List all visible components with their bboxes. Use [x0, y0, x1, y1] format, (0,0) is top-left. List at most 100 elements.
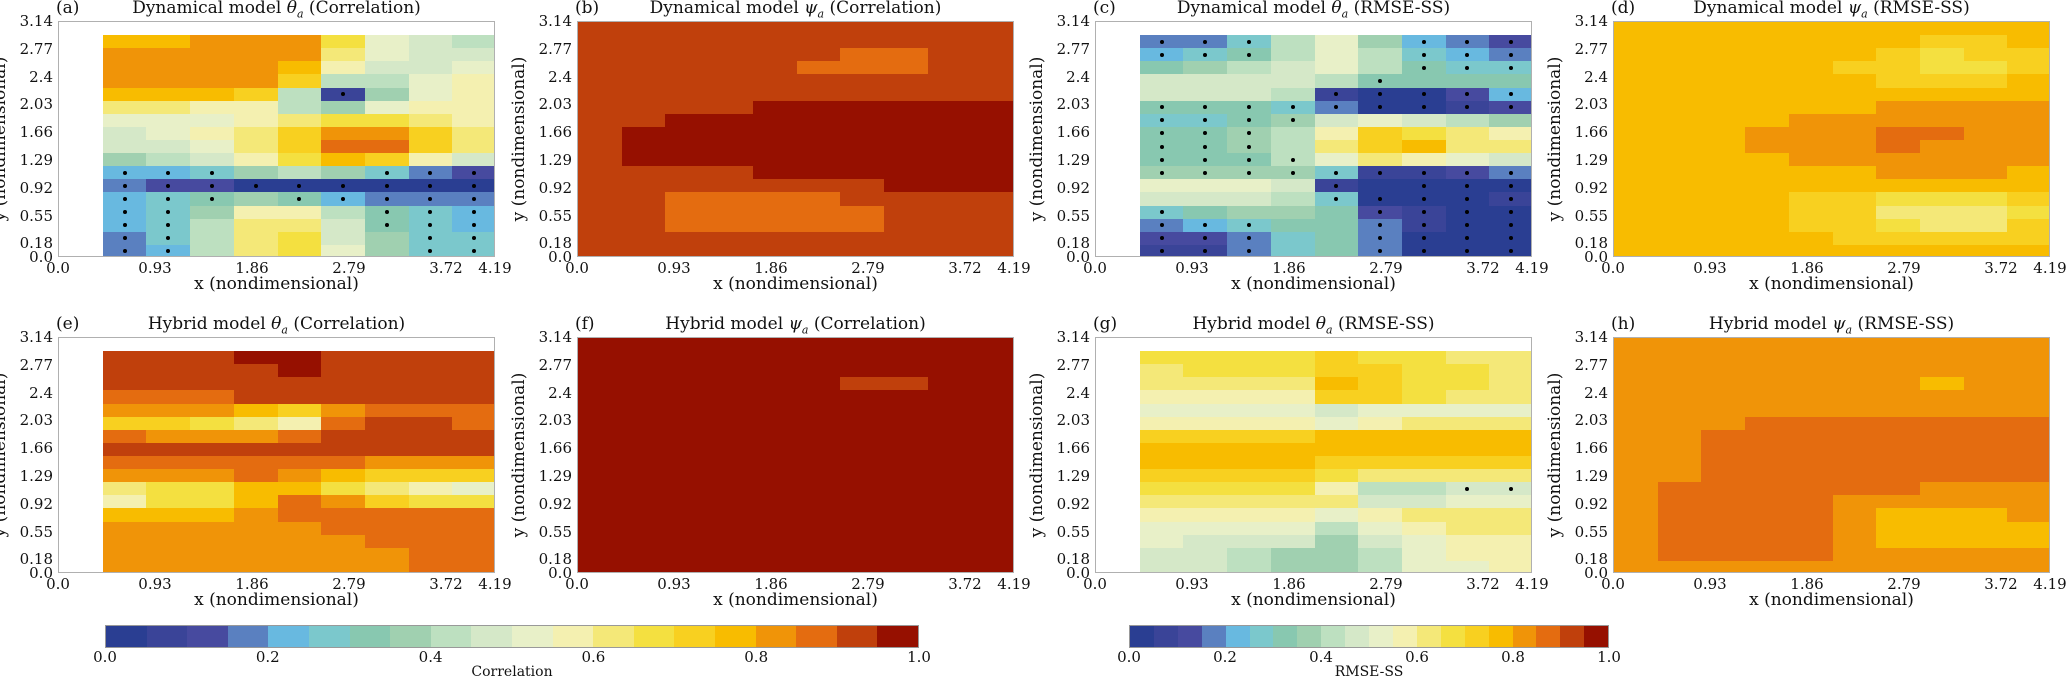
heatmap-cell [709, 61, 754, 76]
heatmap-cell [1227, 442, 1272, 457]
heatmap-cell [1876, 22, 1921, 36]
heatmap-cell [1919, 87, 1965, 102]
significance-dot [1203, 223, 1208, 228]
heatmap-cell [971, 153, 1013, 167]
heatmap-cell [840, 166, 885, 180]
heatmap-cell [1139, 377, 1184, 392]
significance-dot [1509, 236, 1514, 241]
heatmap-cell [190, 508, 235, 523]
heatmap-cell [1832, 218, 1877, 233]
heatmap-cell [452, 416, 494, 431]
heatmap-cell [621, 403, 666, 418]
heatmap-cell [1401, 429, 1447, 444]
heatmap-cell [1919, 495, 1965, 510]
x-tick-label: 0.93 [1693, 575, 1727, 593]
heatmap-cell [1183, 377, 1228, 392]
heatmap-cell [102, 442, 147, 457]
heatmap-cell [146, 35, 191, 49]
y-tick-label: 0.0 [1584, 248, 1608, 266]
heatmap-cell [971, 364, 1013, 378]
heatmap-cell [796, 508, 841, 523]
heatmap-cell [1919, 351, 1965, 365]
heatmap-cell [1657, 403, 1702, 418]
heatmap-cell [1701, 403, 1746, 418]
heatmap-cell [452, 87, 494, 102]
heatmap-cell [1745, 429, 1790, 444]
heatmap-cell [796, 126, 841, 141]
y-tick-label: 0.18 [1574, 234, 1608, 253]
y-tick-label: 2.03 [19, 411, 53, 430]
heatmap-cell [452, 560, 494, 572]
heatmap-cell [1745, 534, 1790, 549]
significance-dot [1465, 249, 1470, 254]
significance-dot [1509, 249, 1514, 254]
colorbar-segment [187, 626, 228, 647]
heatmap-cell [321, 140, 366, 154]
y-tick-label: 2.77 [1574, 39, 1608, 58]
heatmap-cell [1788, 534, 1834, 549]
heatmap-cell [408, 508, 453, 523]
heatmap-cell [408, 403, 453, 418]
heatmap-cell [1614, 179, 1659, 194]
heatmap-cell [190, 429, 235, 444]
heatmap-cell [971, 205, 1013, 220]
heatmap-cell [1314, 218, 1359, 233]
heatmap-cell [971, 403, 1013, 418]
significance-dot [1465, 92, 1470, 97]
heatmap-cell [233, 495, 279, 510]
y-tick-label: 2.4 [29, 383, 53, 402]
heatmap-axes [577, 21, 1014, 257]
y-tick-label: 2.4 [1584, 383, 1608, 402]
heatmap-cell [621, 351, 666, 365]
heatmap-cell [1919, 74, 1965, 89]
heatmap-cell [2007, 429, 2049, 444]
heatmap-cell [1401, 469, 1447, 483]
heatmap-cell [1832, 166, 1877, 180]
heatmap-cell [1788, 429, 1834, 444]
heatmap-cell [1745, 469, 1790, 483]
heatmap-cell [752, 482, 798, 496]
heatmap-cell [709, 113, 754, 128]
significance-dot [166, 170, 171, 175]
heatmap-cell [883, 364, 929, 378]
heatmap-cell [1183, 390, 1228, 405]
heatmap-cell [277, 469, 322, 483]
colorbar-segment [633, 626, 675, 647]
heatmap-cell [102, 560, 147, 572]
significance-dot [166, 183, 171, 188]
significance-dot [341, 92, 346, 97]
heatmap-cell [1701, 416, 1746, 431]
y-tick-label: 1.66 [1056, 439, 1090, 458]
heatmap-cell [1876, 534, 1921, 549]
heatmap-axes [1613, 337, 2050, 573]
x-tick-label: 4.19 [997, 575, 1031, 593]
heatmap-cell [1876, 166, 1921, 180]
panel-b: (b) Dynamical model ψa (Correlation) 0.0 0.… [509, 0, 1031, 294]
heatmap-cell [102, 508, 147, 523]
heatmap-cell [321, 205, 366, 220]
heatmap-cell [971, 521, 1013, 536]
y-tick-label: 1.66 [1056, 123, 1090, 142]
heatmap-cell [971, 74, 1013, 89]
panel-title: Hybrid model ψa (RMSE-SS) [1613, 314, 2050, 336]
heatmap-cell [146, 469, 191, 483]
heatmap-cell [1314, 469, 1359, 483]
heatmap-cell [364, 100, 410, 115]
heatmap-cell [1788, 377, 1834, 392]
significance-dot [1465, 65, 1470, 70]
heatmap-cell [321, 416, 366, 431]
heatmap-cell [102, 48, 147, 62]
x-tick-label: 1.86 [754, 575, 788, 593]
heatmap-cell [1270, 140, 1316, 154]
heatmap-axes [58, 337, 495, 573]
heatmap-cell [796, 244, 841, 256]
y-tick-label: 1.29 [1056, 151, 1090, 170]
y-tick-label: 2.4 [548, 67, 572, 86]
heatmap-cell [1358, 482, 1403, 496]
heatmap-cell [1183, 74, 1228, 89]
heatmap-axes [1613, 21, 2050, 257]
colorbar-tick-label: 0.0 [93, 648, 117, 666]
heatmap-cell [840, 113, 885, 128]
heatmap-cell [621, 87, 666, 102]
heatmap-cell [621, 48, 666, 62]
